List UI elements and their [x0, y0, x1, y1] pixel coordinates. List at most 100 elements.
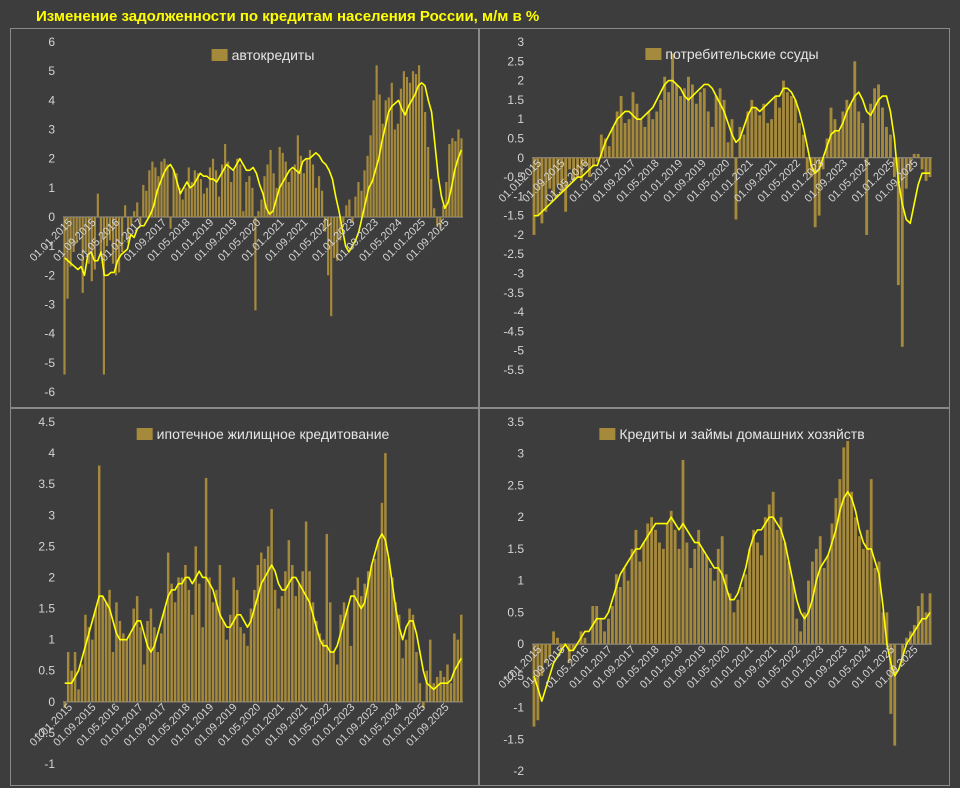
bar	[756, 542, 759, 645]
legend: автокредиты	[211, 47, 314, 63]
bar	[153, 627, 156, 702]
bar	[720, 536, 724, 645]
bar	[177, 577, 180, 702]
bar	[263, 558, 266, 702]
bar	[795, 618, 799, 645]
bar	[805, 157, 809, 174]
bar	[339, 614, 342, 702]
bar	[166, 164, 169, 217]
bar	[281, 152, 284, 217]
legend: ипотечное жилищное кредитование	[136, 426, 390, 442]
bar	[308, 571, 311, 702]
bar	[599, 134, 603, 158]
bar	[91, 639, 94, 702]
bar	[301, 571, 304, 702]
bar	[401, 658, 404, 702]
bar	[663, 76, 667, 158]
bar	[778, 107, 781, 158]
bar	[273, 589, 277, 702]
bar	[249, 608, 253, 702]
bar	[442, 676, 446, 702]
bar	[393, 129, 396, 217]
bar	[121, 217, 124, 252]
bar	[427, 147, 430, 217]
bar	[615, 111, 619, 158]
bar	[556, 157, 560, 185]
bar	[442, 205, 445, 217]
bar	[387, 97, 390, 217]
bar	[377, 540, 380, 702]
bar	[308, 149, 312, 217]
bar	[846, 441, 850, 645]
bar	[139, 627, 142, 702]
bar	[544, 644, 548, 664]
bar	[151, 161, 154, 217]
bar	[370, 565, 373, 702]
bar	[869, 103, 873, 158]
bar	[901, 644, 904, 664]
bar	[861, 548, 865, 645]
bar	[439, 670, 442, 702]
bar	[750, 99, 754, 158]
y-tick-label: -2	[44, 268, 55, 282]
bar	[630, 548, 634, 645]
bar	[817, 157, 821, 216]
chart-auto-loans: -6-5-4-3-2-1012345601.01.201501.09.20150…	[28, 35, 463, 399]
bar	[767, 504, 771, 645]
bar	[363, 583, 366, 702]
bar	[814, 548, 818, 645]
y-tick-label: -1	[44, 239, 55, 253]
bar	[263, 176, 266, 217]
bar	[205, 187, 209, 217]
bar	[108, 589, 111, 702]
bar	[748, 548, 752, 645]
bar	[854, 517, 857, 645]
bar	[170, 583, 173, 702]
bar	[139, 217, 142, 226]
bar	[125, 639, 129, 702]
bar	[460, 138, 463, 217]
bar	[163, 608, 166, 702]
bar	[363, 170, 366, 217]
bar	[104, 602, 108, 702]
bar	[754, 107, 758, 158]
bar	[81, 217, 84, 293]
bar	[734, 157, 738, 220]
y-tick-label: -0.5	[34, 726, 55, 740]
bar	[154, 167, 157, 217]
bar	[705, 555, 708, 645]
bar	[669, 510, 673, 645]
bar	[360, 190, 363, 217]
bar	[317, 176, 321, 217]
bar	[857, 111, 861, 158]
bar	[384, 100, 387, 217]
bar	[296, 135, 299, 217]
bar	[689, 567, 693, 645]
bar	[701, 548, 704, 645]
bar	[532, 644, 536, 727]
bar	[184, 187, 187, 217]
bar	[302, 173, 305, 217]
y-tick-label: -1	[513, 701, 524, 715]
y-tick-label: 3	[48, 123, 55, 137]
bar	[405, 77, 409, 217]
bar	[775, 529, 779, 645]
bar	[356, 577, 360, 702]
y-tick-label: -2	[513, 228, 524, 242]
bar	[127, 217, 130, 244]
bar	[655, 111, 659, 158]
bar	[730, 119, 734, 158]
bar	[108, 217, 112, 241]
bar	[366, 155, 369, 217]
bar	[881, 107, 884, 158]
bar	[724, 574, 728, 645]
bar	[136, 202, 139, 217]
bar	[683, 88, 686, 158]
bar	[853, 61, 857, 158]
bar	[448, 144, 451, 217]
bar	[146, 620, 149, 702]
bar	[399, 88, 402, 217]
bar	[87, 217, 90, 264]
bar	[571, 644, 575, 651]
bar	[297, 583, 301, 702]
